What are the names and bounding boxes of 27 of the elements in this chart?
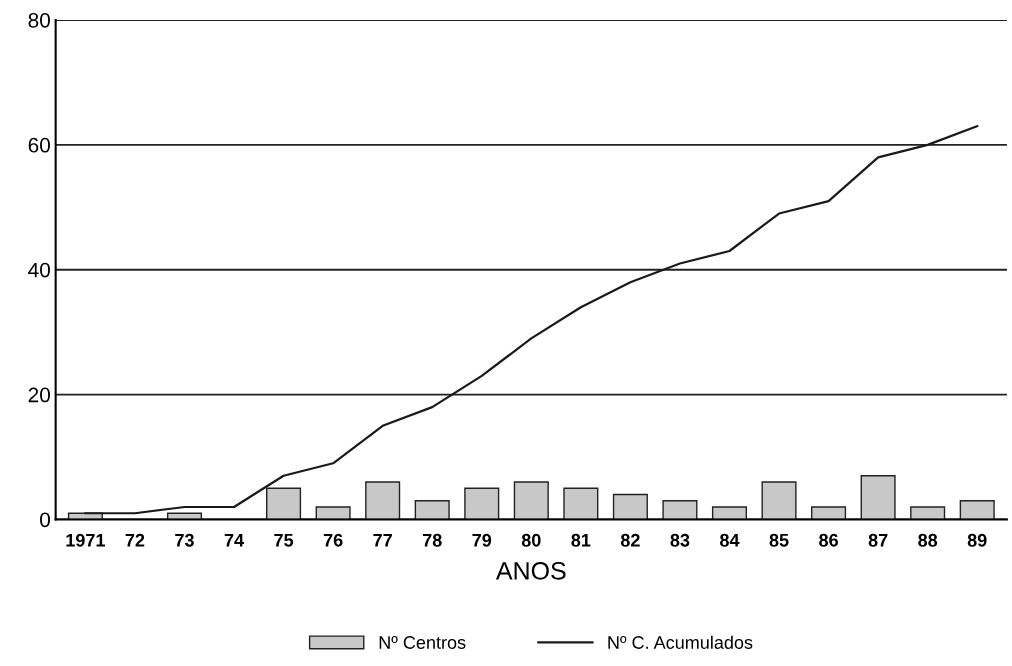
x-tick-label: 84	[720, 533, 740, 547]
x-tick-label: 75	[274, 534, 294, 547]
x-tick-label: 74	[224, 534, 244, 547]
x-tick-label: 87	[868, 533, 888, 547]
legend-label: Nº C. Acumulados	[608, 635, 753, 649]
x-tick-label: 79	[472, 533, 492, 547]
x-tick-label: 89	[967, 533, 987, 547]
legend-label: Nº Centros	[379, 636, 466, 649]
x-tick-label: 73	[175, 533, 194, 547]
y-tick-label: 0	[40, 512, 50, 528]
x-tick-label: 88	[918, 533, 938, 547]
x-tick-label: 76	[323, 533, 343, 547]
x-tick-label: 83	[670, 533, 690, 547]
y-tick-label: 20	[28, 387, 50, 403]
x-tick-label: 72	[125, 533, 145, 547]
x-tick-label: 81	[571, 533, 591, 547]
y-tick-label: 80	[28, 12, 50, 28]
x-tick-label: 85	[769, 533, 789, 547]
x-tick-label: 86	[819, 533, 838, 547]
x-tick-label: 1971	[66, 533, 105, 547]
x-axis-title: ANOS	[495, 561, 566, 580]
x-tick-label: 77	[373, 534, 392, 547]
y-tick-label: 60	[28, 137, 50, 153]
x-tick-label: 78	[422, 533, 442, 547]
x-tick-label: 82	[620, 533, 640, 547]
x-tick-label: 80	[521, 533, 541, 547]
y-tick-label: 40	[28, 262, 50, 278]
